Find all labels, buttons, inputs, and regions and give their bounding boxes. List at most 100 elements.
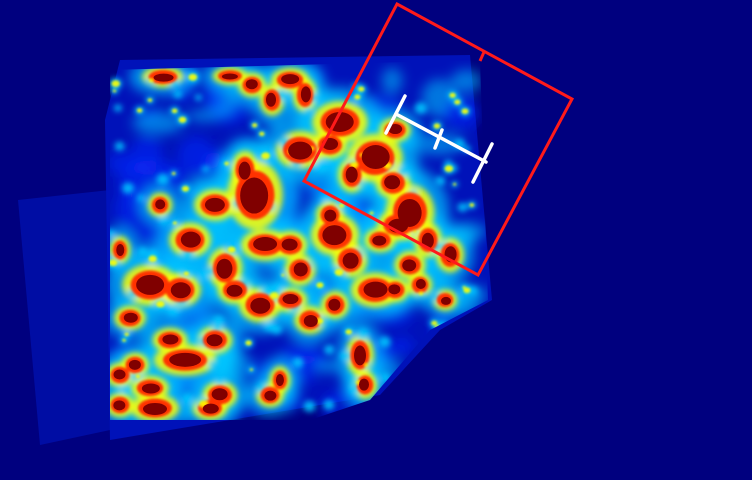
heat-speck-yellow: [181, 185, 190, 192]
heat-speck-yellow: [433, 123, 441, 129]
heat-blob-peak: [153, 73, 174, 82]
frame-outline: [301, 1, 575, 278]
heat-speck-yellow: [461, 108, 469, 115]
heat-blob-low: [110, 151, 135, 175]
heat-blob-peak: [353, 345, 366, 366]
heat-blob-low: [389, 337, 414, 355]
heat-layer-hot: [113, 73, 457, 415]
heat-speck-yellow: [224, 161, 230, 166]
heat-speck-yellow: [124, 332, 129, 337]
heat-speck-yellow: [251, 123, 258, 128]
heat-speck: [198, 270, 210, 280]
heat-blob-peak: [245, 79, 258, 90]
heat-speck: [173, 90, 183, 99]
heat-blob-peak: [361, 145, 390, 170]
heat-speck: [397, 166, 409, 177]
heat-speck-yellow: [463, 287, 471, 294]
heat-speck-yellow: [249, 368, 254, 371]
heat-blob-peak: [240, 177, 269, 214]
heat-blob-peak: [282, 294, 299, 305]
heat-speck: [435, 176, 446, 186]
heat-speck-yellow: [172, 221, 177, 225]
heat-speck-yellow: [444, 165, 454, 173]
heat-speck: [378, 336, 391, 348]
heat-speck-yellow: [418, 291, 424, 296]
heat-blob-peak: [238, 161, 251, 180]
heat-blob-peak: [116, 243, 125, 256]
heat-speck: [414, 102, 428, 114]
heat-speck-yellow: [355, 380, 361, 385]
heat-speck-yellow: [469, 203, 475, 207]
heat-speck-yellow: [171, 108, 178, 114]
heat-speck: [320, 193, 331, 203]
heat-blob-peak: [293, 262, 308, 277]
heat-blob-peak: [300, 86, 311, 103]
heat-speck-yellow: [334, 268, 344, 276]
heat-blob-peak: [288, 141, 313, 160]
heat-speck-yellow: [350, 161, 358, 168]
heat-blob-low: [314, 360, 342, 373]
heat-speck-yellow: [171, 172, 176, 175]
heat-blob-peak: [345, 166, 358, 183]
heat-speck: [156, 173, 170, 185]
heat-blob-peak: [363, 281, 388, 298]
heat-blob-peak: [253, 237, 278, 252]
heat-speck: [468, 286, 478, 296]
heat-speck-yellow: [345, 329, 352, 335]
heat-blob-peak: [275, 373, 284, 386]
heat-blob-peak: [328, 298, 341, 311]
heat-blob-peak: [221, 73, 238, 80]
heat-speck: [314, 160, 328, 172]
heat-blob-peak: [170, 282, 191, 299]
heat-speck-yellow: [227, 246, 236, 253]
heat-blob-peak: [180, 231, 201, 248]
heat-speck-yellow: [453, 182, 457, 186]
heat-speck: [194, 94, 203, 101]
heat-speck: [114, 141, 125, 151]
heat-blob-peak: [211, 388, 228, 401]
heat-speck-yellow: [369, 211, 374, 215]
heat-blob-peak: [141, 383, 160, 394]
heat-blob-low: [129, 160, 177, 176]
heat-speck: [303, 400, 316, 412]
heat-speck: [113, 104, 122, 112]
heat-speck-yellow: [122, 338, 126, 342]
heat-blob-peak: [123, 312, 138, 323]
heat-blob-peak: [216, 258, 233, 279]
heat-speck-yellow: [112, 89, 117, 93]
heat-speck-yellow: [449, 92, 456, 98]
heat-speck: [457, 202, 468, 212]
rotated-square-outline-icon: [301, 1, 575, 278]
heat-blob-peak: [281, 238, 298, 251]
scale-bar-end-left: [384, 94, 407, 135]
heat-speck-yellow: [413, 230, 417, 234]
heat-speck-yellow: [261, 152, 271, 160]
heat-speck-yellow: [178, 116, 187, 123]
heat-speck-yellow: [281, 273, 285, 277]
heat-speck: [208, 360, 216, 368]
heat-blob-peak: [415, 279, 426, 290]
heat-blob-low: [279, 344, 324, 366]
heat-blob-peak: [226, 284, 243, 297]
heat-speck: [215, 376, 225, 386]
frame-tick: [478, 51, 486, 62]
heat-blob-peak: [402, 259, 417, 272]
heat-blob-peak: [266, 92, 277, 107]
heat-speck: [339, 350, 353, 362]
heat-speck: [323, 344, 335, 355]
heat-speck-yellow: [462, 285, 466, 289]
heat-blob-low: [132, 111, 184, 135]
heat-speck-yellow: [136, 108, 143, 113]
heat-speck-yellow: [454, 99, 461, 105]
heat-blob-peak: [359, 378, 370, 391]
heat-speck-yellow: [269, 291, 279, 299]
heat-blob-peak: [440, 296, 451, 305]
heat-speck: [271, 324, 283, 335]
heat-speck-yellow: [338, 203, 345, 208]
heat-speck-yellow: [431, 320, 438, 326]
heat-speck: [182, 394, 193, 404]
heat-speck-yellow: [183, 271, 189, 276]
scale-bar-end-right: [471, 142, 494, 184]
